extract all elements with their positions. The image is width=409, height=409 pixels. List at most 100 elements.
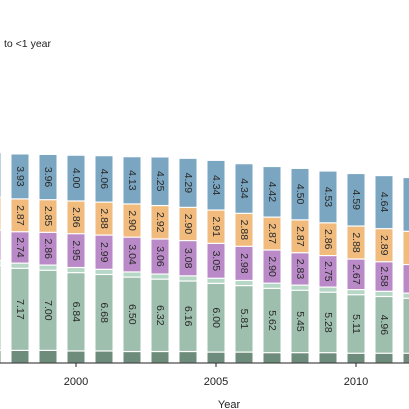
segment-2010-1 (347, 295, 365, 353)
segment-2000-5 (67, 155, 85, 201)
segment-2000-4 (67, 201, 85, 234)
segment-1998-3 (11, 232, 29, 263)
segment-2006-0 (235, 352, 253, 363)
value-label-1999-5: 3.96 (42, 167, 54, 188)
segment-1997-2 (0, 261, 1, 266)
value-label-2002-4: 2.90 (126, 210, 138, 231)
segment-2008-4 (291, 220, 309, 253)
value-label-2002-5: 4.13 (126, 170, 138, 191)
segment-1998-5 (11, 154, 29, 199)
segment-2011-3 (375, 262, 393, 291)
bar-2006: 5.81 2.98 2.88 4.34 (235, 164, 253, 363)
segment-2011-4 (375, 229, 393, 262)
value-label-2003-4: 2.92 (154, 212, 166, 233)
segment-2008-3 (291, 253, 309, 285)
value-label-2003-1: 6.32 (154, 305, 166, 326)
value-label-2006-3: 2.98 (238, 253, 250, 274)
segment-2007-5 (263, 167, 281, 217)
value-label-2007-3: 2.90 (266, 256, 278, 277)
segment-1997-4 (0, 197, 1, 230)
segment-2007-1 (263, 288, 281, 353)
value-label-2003-5: 4.25 (154, 171, 166, 192)
segment-2007-2 (263, 283, 281, 288)
value-label-1998-1: 7.17 (14, 299, 26, 320)
segment-2000-2 (67, 268, 85, 273)
segment-1998-4 (11, 199, 29, 232)
bar-2008: 5.45 2.83 2.87 4.50 (291, 168, 309, 363)
bar-2012 (403, 178, 409, 363)
value-label-2004-5: 4.29 (182, 173, 194, 194)
bar-1998: 7.17 2.74 2.87 3.93 (11, 154, 29, 363)
segment-2009-1 (319, 292, 337, 353)
segment-2003-0 (151, 352, 169, 363)
value-label-2005-1: 6.00 (210, 308, 222, 329)
value-label-2004-4: 2.90 (182, 214, 194, 235)
segment-2002-4 (123, 204, 141, 237)
segment-2007-3 (263, 250, 281, 283)
segment-2008-5 (291, 168, 309, 220)
segment-2012-4 (403, 231, 409, 264)
value-label-2009-4: 2.86 (322, 229, 334, 250)
segment-1998-0 (11, 351, 29, 363)
bar-2004: 6.16 3.08 2.90 4.29 (179, 158, 197, 363)
bars-group: 7.17 2.74 2.87 3.93 7.00 2.86 2.85 3.96 6.84 2.95… (0, 153, 409, 363)
value-label-2008-3: 2.83 (294, 259, 306, 280)
value-label-1998-4: 2.87 (14, 205, 26, 226)
segment-1997-3 (0, 230, 1, 260)
value-label-2010-1: 5.11 (350, 314, 362, 334)
segment-2011-1 (375, 297, 393, 353)
segment-2007-0 (263, 353, 281, 363)
segment-2005-1 (207, 284, 225, 352)
segment-2003-1 (151, 279, 169, 351)
value-label-1998-5: 3.93 (14, 166, 26, 187)
segment-2001-3 (95, 235, 113, 269)
segment-1997-5 (0, 153, 1, 197)
value-label-2010-4: 2.88 (350, 232, 362, 253)
segment-1999-1 (39, 270, 57, 350)
value-label-2007-1: 5.62 (266, 310, 278, 331)
segment-1997-0 (0, 351, 1, 363)
bar-2002: 6.50 3.04 2.90 4.13 (123, 157, 141, 363)
segment-2007-4 (263, 217, 281, 250)
segment-2000-1 (67, 273, 85, 351)
segment-2005-4 (207, 210, 225, 243)
segment-2004-4 (179, 207, 197, 240)
bar-2010: 5.11 2.67 2.88 4.59 (347, 174, 365, 363)
value-label-2010-3: 2.67 (350, 264, 362, 285)
bar-2011: 4.96 2.58 2.89 4.64 (375, 176, 393, 363)
segment-2012-5 (403, 178, 409, 231)
bar-2001: 6.68 2.99 2.88 4.06 (95, 156, 113, 363)
segment-1999-3 (39, 232, 57, 265)
value-label-2011-3: 2.58 (378, 266, 390, 287)
value-label-2007-5: 4.42 (266, 182, 278, 203)
segment-2001-4 (95, 202, 113, 235)
segment-2003-5 (151, 157, 169, 205)
segment-2002-2 (123, 272, 141, 277)
value-label-2002-1: 6.50 (126, 304, 138, 325)
segment-2009-3 (319, 256, 337, 287)
segment-2006-2 (235, 281, 253, 285)
bar-2000: 6.84 2.95 2.86 4.00 (67, 155, 85, 363)
segment-1998-1 (11, 268, 29, 350)
segment-2006-5 (235, 164, 253, 213)
value-label-2003-3: 3.06 (154, 246, 166, 267)
value-label-2006-1: 5.81 (238, 309, 250, 330)
segment-2005-3 (207, 243, 225, 278)
value-label-2000-5: 4.00 (70, 168, 82, 189)
segment-1999-0 (39, 351, 57, 363)
segment-2009-2 (319, 287, 337, 292)
value-label-2009-3: 2.75 (322, 261, 334, 282)
segment-2010-2 (347, 290, 365, 295)
segment-2002-1 (123, 277, 141, 351)
segment-2012-1 (403, 298, 409, 353)
segment-2009-4 (319, 223, 337, 255)
value-label-2005-3: 3.05 (210, 251, 222, 272)
segment-2003-4 (151, 206, 169, 239)
value-label-2011-1: 4.96 (378, 315, 390, 336)
value-label-1999-1: 7.00 (42, 300, 54, 321)
segment-2010-4 (347, 226, 365, 259)
segment-2002-5 (123, 157, 141, 204)
x-tick-label-2000: 2000 (64, 376, 88, 388)
segment-2011-2 (375, 291, 393, 296)
